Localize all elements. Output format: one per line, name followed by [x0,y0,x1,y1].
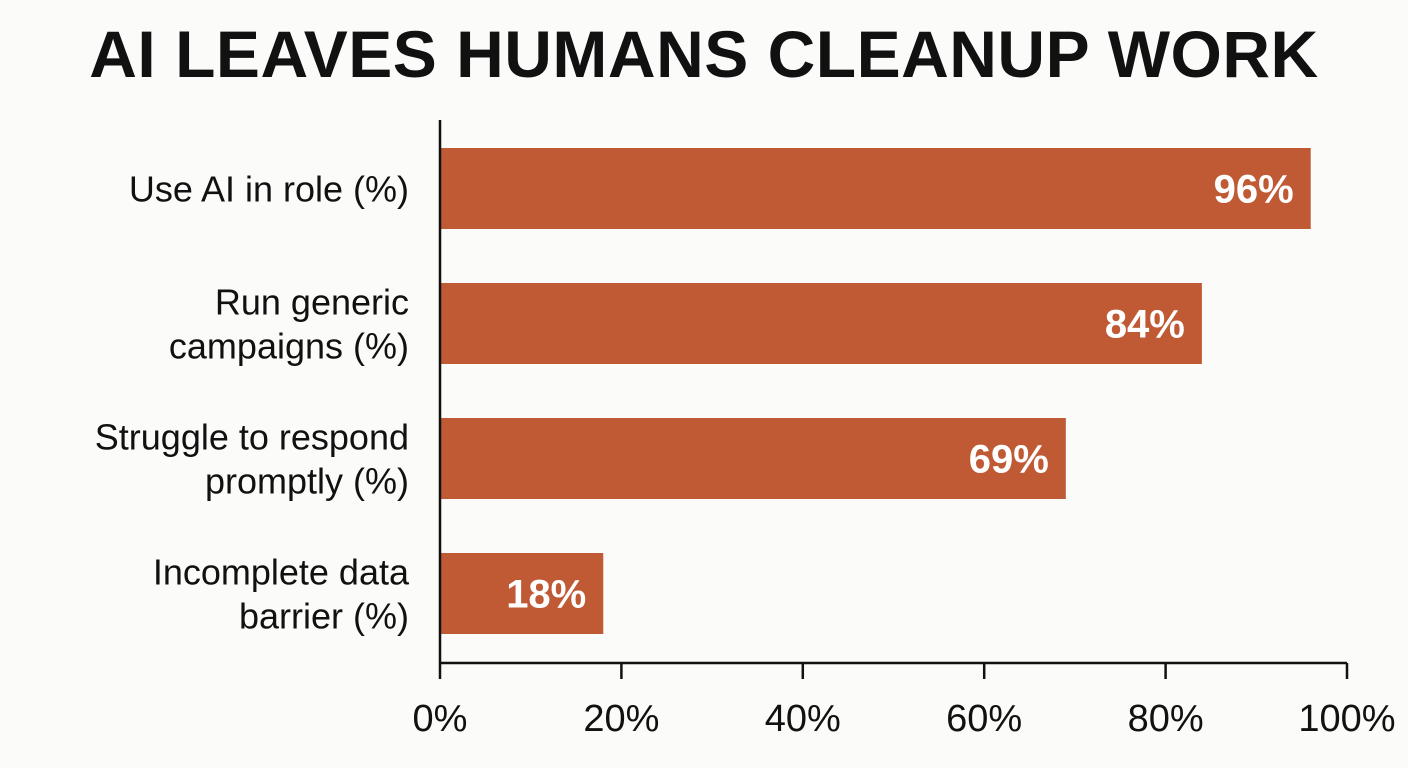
bars-layer [440,148,1311,634]
category-label: Struggle to respond promptly (%) [95,417,409,502]
category-label: Incomplete data barrier (%) [153,552,410,637]
bar-value-label: 96% [1214,168,1294,212]
category-label: Use AI in role (%) [129,169,409,210]
x-tick-label: 60% [946,698,1022,740]
x-tick-label: 100% [1298,698,1395,740]
x-tick-label: 40% [765,698,841,740]
bar-value-label: 18% [506,573,586,617]
category-label: Run generic campaigns (%) [169,282,409,367]
bar-value-label: 69% [969,438,1049,482]
bar [440,148,1311,229]
x-tick-label: 80% [1128,698,1204,740]
bar [440,283,1202,364]
x-tick-label: 20% [583,698,659,740]
bar-value-label: 84% [1105,303,1185,347]
x-tick-label: 0% [413,698,468,740]
